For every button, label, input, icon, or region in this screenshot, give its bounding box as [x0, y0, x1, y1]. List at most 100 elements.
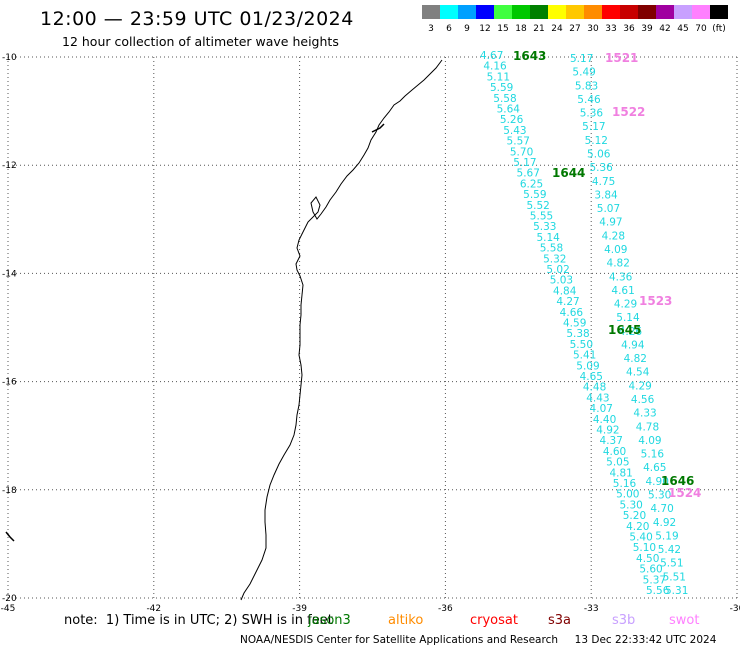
track-b-swh-value: 4.82 [607, 258, 630, 270]
pass-label: 1645 [608, 323, 641, 337]
track-a-swh-value: 5.32 [543, 253, 566, 265]
track-a-swh-value: 5.56 [646, 585, 670, 597]
color-scale-label: 15 [497, 24, 508, 34]
pass-label: 1643 [513, 49, 546, 63]
track-b-swh-value: 5.49 [572, 67, 595, 79]
track-a-swh-value: 5.58 [493, 93, 516, 105]
x-tick-label: -39 [292, 604, 307, 614]
track-a-swh-value: 5.38 [566, 328, 589, 340]
pass-label: 1646 [661, 474, 694, 488]
color-scale-label: 30 [587, 24, 599, 34]
track-b-swh-value: 3.84 [594, 189, 618, 201]
track-a-swh-value: 5.59 [490, 82, 513, 94]
color-scale-swatch [548, 5, 566, 19]
color-scale-label: 39 [641, 24, 653, 34]
track-a-swh-value: 5.55 [530, 211, 553, 223]
track-b-swh-value: 4.09 [638, 435, 661, 447]
track-b-swh-value: 4.94 [621, 339, 645, 351]
track-a-swh-value: 4.48 [583, 382, 606, 394]
track-a-swh-value: 4.84 [553, 285, 577, 297]
color-scale-swatch [638, 5, 656, 19]
track-a-swh-value: 5.60 [639, 564, 662, 576]
track-a-swh-value: 5.58 [540, 243, 563, 255]
x-tick-label: -45 [1, 604, 16, 614]
track-b-swh-value: 4.33 [633, 408, 656, 420]
color-scale-swatch [620, 5, 638, 19]
color-scale-swatch [710, 5, 728, 19]
color-scale-swatch [602, 5, 620, 19]
x-tick-label: -30 [730, 604, 740, 614]
color-scale-swatch [422, 5, 440, 19]
track-b-swh-value: 5.14 [616, 312, 640, 324]
track-b-swh-value: 5.30 [648, 490, 671, 502]
color-scale-label: 70 [695, 24, 707, 34]
coastline [240, 59, 443, 601]
track-b-swh-value: 5.31 [665, 585, 688, 597]
y-tick-label: -10 [2, 53, 17, 63]
color-scale-swatch [476, 5, 494, 19]
track-b-swh-value: 4.90 [646, 476, 669, 488]
footer-credit: NOAA/NESDIS Center for Satellite Applica… [240, 634, 717, 646]
color-scale-label: 24 [551, 24, 563, 34]
track-b-swh-value: 4.36 [609, 271, 633, 283]
track-b-swh-value: 4.82 [624, 353, 647, 365]
pass-label: 1524 [668, 486, 701, 500]
track-b-swh-value: 4.61 [611, 285, 634, 297]
lat-lon-grid [7, 56, 738, 599]
track-b-swh-value: 5.36 [589, 162, 613, 174]
color-scale-swatch [656, 5, 674, 19]
color-scale-swatch [494, 5, 512, 19]
track-b-swh-value: 5.83 [575, 80, 598, 92]
track-a-swh-value: 4.67 [480, 50, 503, 62]
track-a-swh-value: 5.09 [576, 360, 599, 372]
track-b-swh-value: 4.92 [653, 517, 676, 529]
track-b-swh-value: 5.06 [587, 148, 611, 160]
color-scale-label: 3 [428, 24, 434, 34]
track-a-swh-value: 4.50 [636, 553, 659, 565]
track-a-swh-value: 5.26 [500, 114, 524, 126]
pass-label: 1521 [605, 51, 638, 65]
track-b-swh-value: 5.07 [597, 203, 620, 215]
track-a-swh-value: 5.14 [536, 232, 560, 244]
track-b-swh-value: 5.19 [655, 530, 678, 542]
color-scale-label: 9 [464, 24, 470, 34]
track-a-swh-value: 5.64 [497, 104, 521, 116]
y-tick-label: -16 [2, 378, 17, 388]
track-b-swh-value: 4.26 [619, 326, 643, 338]
track-b-swh-value: 4.29 [628, 380, 651, 392]
track-a-swh-value: 4.20 [626, 521, 649, 533]
track-a-swh-value: 5.59 [523, 189, 546, 201]
track-a-swh-value: 5.52 [526, 200, 549, 212]
track-a-swh-value: 5.10 [633, 542, 656, 554]
color-scale-swatch [674, 5, 692, 19]
track-a-swh-value: 4.59 [563, 318, 586, 330]
track-b-swh-value: 5.36 [580, 108, 604, 120]
track-a-swh-value: 5.37 [643, 574, 666, 586]
track-b-swh-value: 4.54 [626, 367, 650, 379]
coastline-left-fragment [5, 531, 15, 542]
color-scale-swatch [584, 5, 602, 19]
track-a-swh-value: 4.27 [556, 296, 579, 308]
track-b-swh-value: 5.16 [641, 449, 665, 461]
track-a-swh-value: 4.16 [483, 61, 507, 73]
track-a-swh-value: 5.05 [606, 457, 629, 469]
color-scale-swatch [530, 5, 548, 19]
footer-note: note: 1) Time is in UTC; 2) SWH is in fe… [64, 613, 333, 628]
track-a-swh-value: 5.16 [613, 478, 637, 490]
track-a-swh-value: 5.30 [619, 499, 642, 511]
track-a-swh-value: 5.50 [570, 339, 593, 351]
source-jason3: jason3 [308, 613, 351, 628]
track-a-swh-value: 4.92 [596, 425, 619, 437]
track-b-swh-value: 4.56 [631, 394, 655, 406]
track-a-swh-value: 5.11 [487, 71, 510, 83]
track-a-swh-value: 4.07 [590, 403, 613, 415]
y-tick-label: -12 [2, 161, 17, 171]
y-tick-label: -18 [2, 486, 17, 496]
swh-value-labels: 4.674.165.115.595.585.645.265.435.575.70… [480, 49, 701, 597]
color-scale-swatch [566, 5, 584, 19]
x-tick-label: -42 [146, 604, 161, 614]
color-scale-label: 33 [605, 24, 616, 34]
track-b-swh-value: 5.51 [663, 571, 686, 583]
pass-label: 1523 [639, 294, 672, 308]
